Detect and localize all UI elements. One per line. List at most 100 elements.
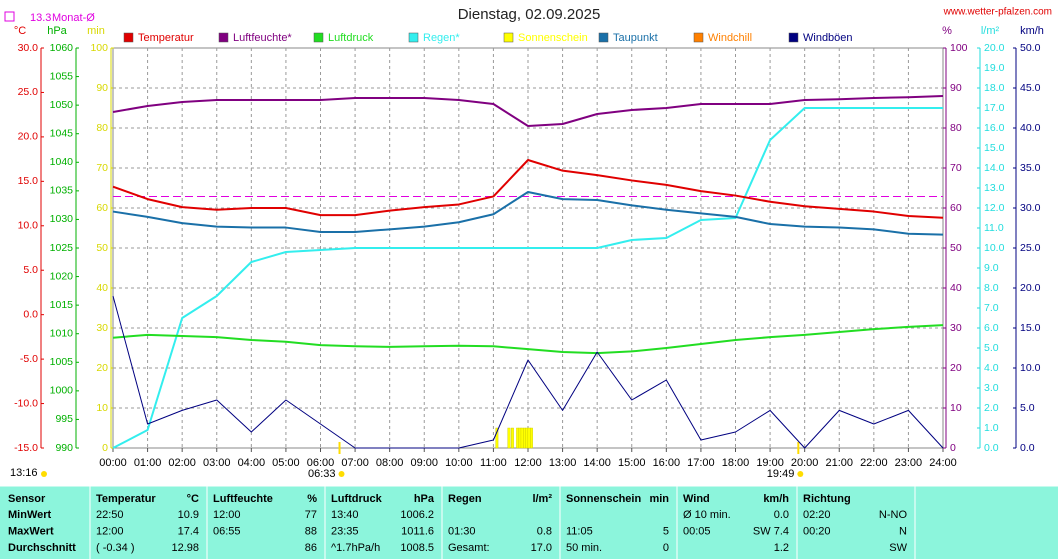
table-cell: Ø 10 min. <box>683 509 731 521</box>
y-tick-label: 100 <box>90 42 108 54</box>
x-tick-label: 00:00 <box>99 457 127 469</box>
y-tick-label: 0 <box>102 442 108 454</box>
y-tick-label: 9.0 <box>984 262 999 274</box>
legend-label: Taupunkt <box>613 32 658 44</box>
table-cell: 17.0 <box>531 542 552 554</box>
table-cell: 1011.6 <box>401 525 434 537</box>
legend-swatch <box>408 32 419 43</box>
table-cell: 11:05 <box>566 525 593 537</box>
y-tick-label: 1035 <box>50 185 74 197</box>
y-tick-label: 10.0 <box>984 242 1005 254</box>
x-tick-label: 13:00 <box>549 457 577 469</box>
sunshine-bar <box>527 427 531 449</box>
table-cell: 0 <box>663 542 669 554</box>
avg-legend-value: 13.3 <box>30 12 51 24</box>
table-cell: 01:30 <box>448 525 476 537</box>
y-tick-label: 18.0 <box>984 82 1005 94</box>
table-cell: Durchschnitt <box>8 542 76 554</box>
x-tick-label: 16:00 <box>653 457 681 469</box>
x-tick-label: 21:00 <box>825 457 853 469</box>
sunshine-bar <box>507 427 511 449</box>
legend-label: Luftfeuchte* <box>233 32 292 44</box>
y-tick-label: 80 <box>96 122 108 134</box>
y-tick-label: 0.0 <box>1020 442 1035 454</box>
table-cell: 12.98 <box>171 542 199 554</box>
table-cell: 02:20 <box>803 509 831 521</box>
sunshine-bar <box>520 427 524 449</box>
table-cell: km/h <box>763 493 789 505</box>
sunshine-bar <box>516 427 520 449</box>
y-tick-label: 30.0 <box>1020 202 1041 214</box>
y-tick-label: 40.0 <box>1020 122 1041 134</box>
x-tick-label: 17:00 <box>687 457 715 469</box>
y-tick-label: 1005 <box>50 356 74 368</box>
y-tick-label: -10.0 <box>14 397 38 409</box>
table-cell: 12:00 <box>96 525 124 537</box>
table-cell: 86 <box>305 542 317 554</box>
y-tick-label: -15.0 <box>14 442 38 454</box>
table-cell: Sensor <box>8 493 46 505</box>
x-tick-label: 02:00 <box>168 457 196 469</box>
y-tick-label: 50.0 <box>1020 42 1041 54</box>
x-tick-label: 05:00 <box>272 457 300 469</box>
table-cell: 88 <box>305 525 317 537</box>
y-tick-label: 0 <box>950 442 956 454</box>
table-cell: Gesamt: <box>448 542 490 554</box>
y-tick-label: 16.0 <box>984 122 1005 134</box>
legend-label: Luftdruck <box>328 32 374 44</box>
y-tick-label: 1060 <box>50 42 74 54</box>
y-tick-label: 3.0 <box>984 382 999 394</box>
y-tick-label: 25.0 <box>1020 242 1041 254</box>
table-cell: SW 7.4 <box>753 525 789 537</box>
y-tick-label: 990 <box>55 442 73 454</box>
table-cell: MinWert <box>8 509 52 521</box>
y-tick-label: 1010 <box>50 327 74 339</box>
legend-swatch <box>693 32 704 43</box>
axis-unit: l/m² <box>981 25 1000 37</box>
y-tick-label: 1040 <box>50 156 74 168</box>
y-tick-label: 1020 <box>50 270 74 282</box>
y-tick-label: 1000 <box>50 385 74 397</box>
table-background <box>0 486 1058 559</box>
y-tick-label: -5.0 <box>20 353 38 365</box>
y-tick-label: 40 <box>950 282 962 294</box>
y-tick-label: 25.0 <box>18 86 39 98</box>
y-tick-label: 15.0 <box>984 142 1005 154</box>
legend-swatch <box>123 32 134 43</box>
x-tick-label: 14:00 <box>583 457 611 469</box>
y-tick-label: 80 <box>950 122 962 134</box>
y-tick-label: 4.0 <box>984 362 999 374</box>
table-cell: 50 min. <box>566 542 602 554</box>
y-tick-label: 30 <box>950 322 962 334</box>
y-tick-label: 13.0 <box>984 182 1005 194</box>
y-tick-label: 12.0 <box>984 202 1005 214</box>
sun-time: 19:49 <box>767 468 795 480</box>
x-tick-label: 11:00 <box>480 457 507 469</box>
table-cell: Luftdruck <box>331 493 383 505</box>
legend-label: Regen* <box>423 32 460 44</box>
y-tick-label: 50 <box>950 242 962 254</box>
series-line <box>112 107 943 449</box>
y-tick-label: 1.0 <box>984 422 999 434</box>
y-tick-label: 70 <box>950 162 962 174</box>
x-tick-label: 06:00 <box>307 457 335 469</box>
table-cell: min <box>649 493 669 505</box>
legend-label: Temperatur <box>138 32 194 44</box>
series-line <box>112 95 944 127</box>
sunshine-bar <box>511 427 514 449</box>
table-cell: MaxWert <box>8 525 54 537</box>
series-line <box>112 191 944 236</box>
y-tick-label: 11.0 <box>984 222 1004 234</box>
y-tick-label: 60 <box>96 202 108 214</box>
legend-swatch <box>788 32 799 43</box>
chart-title: Dienstag, 02.09.2025 <box>458 6 601 23</box>
x-tick-label: 09:00 <box>410 457 438 469</box>
table-cell: SW <box>889 542 907 554</box>
y-tick-label: 17.0 <box>984 102 1005 114</box>
y-tick-label: 0.0 <box>984 442 999 454</box>
sunshine-bar <box>523 427 526 449</box>
x-tick-label: 01:00 <box>134 457 162 469</box>
axis-unit: km/h <box>1020 25 1044 37</box>
table-cell: Temperatur <box>96 493 156 505</box>
table-cell: 12:00 <box>213 509 241 521</box>
